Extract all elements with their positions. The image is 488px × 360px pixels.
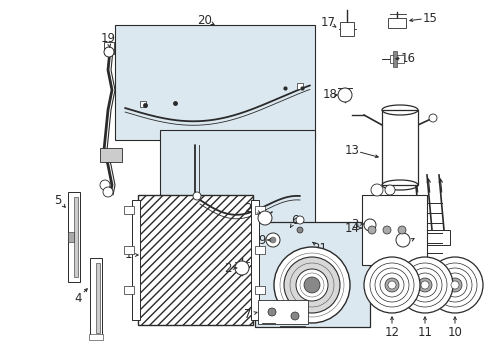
Text: 6: 6 xyxy=(291,213,298,226)
Circle shape xyxy=(100,180,110,190)
Bar xyxy=(361,195,426,265)
Circle shape xyxy=(296,227,303,233)
Text: 22: 22 xyxy=(244,202,259,215)
Text: 13: 13 xyxy=(344,144,359,157)
Circle shape xyxy=(258,211,271,225)
Circle shape xyxy=(396,257,452,313)
Circle shape xyxy=(420,281,428,289)
Bar xyxy=(124,206,134,214)
Bar xyxy=(68,192,80,282)
Text: 8: 8 xyxy=(404,235,411,248)
Text: 18: 18 xyxy=(322,89,337,102)
Bar xyxy=(339,22,353,36)
Circle shape xyxy=(193,192,201,200)
Bar xyxy=(258,300,307,324)
Circle shape xyxy=(295,216,304,224)
Circle shape xyxy=(304,277,319,293)
Bar xyxy=(124,286,134,294)
Circle shape xyxy=(269,237,275,243)
Circle shape xyxy=(273,247,349,323)
Bar xyxy=(132,200,140,320)
Text: 4: 4 xyxy=(74,292,81,305)
Circle shape xyxy=(426,257,482,313)
Bar xyxy=(254,222,369,327)
Circle shape xyxy=(428,114,436,122)
Circle shape xyxy=(397,226,405,234)
Circle shape xyxy=(267,308,275,316)
Bar xyxy=(387,18,405,28)
Text: 9: 9 xyxy=(258,234,265,247)
Circle shape xyxy=(447,278,461,292)
Circle shape xyxy=(370,184,382,196)
Text: 5: 5 xyxy=(54,194,61,207)
Text: 3: 3 xyxy=(350,217,358,230)
Circle shape xyxy=(104,47,114,57)
Bar xyxy=(74,197,78,277)
Bar xyxy=(124,246,134,254)
Circle shape xyxy=(382,226,390,234)
Circle shape xyxy=(235,261,248,275)
Circle shape xyxy=(384,278,398,292)
Circle shape xyxy=(367,226,375,234)
Bar xyxy=(96,263,100,333)
Bar xyxy=(140,101,146,107)
Text: 12: 12 xyxy=(384,325,399,338)
Bar xyxy=(254,206,264,214)
Bar xyxy=(100,148,122,162)
Bar xyxy=(389,55,403,63)
Text: 16: 16 xyxy=(400,51,415,64)
Circle shape xyxy=(290,312,298,320)
Bar xyxy=(392,51,396,67)
Text: 15: 15 xyxy=(422,12,437,24)
Bar xyxy=(89,334,103,340)
Text: 14: 14 xyxy=(344,221,359,234)
Bar xyxy=(254,286,264,294)
Bar xyxy=(115,25,314,140)
Circle shape xyxy=(395,233,409,247)
Text: 2: 2 xyxy=(224,261,231,274)
Circle shape xyxy=(384,185,394,195)
Circle shape xyxy=(363,219,375,231)
Bar xyxy=(68,232,74,242)
Text: 1: 1 xyxy=(124,248,131,261)
Text: 11: 11 xyxy=(417,325,431,338)
Bar xyxy=(254,246,264,254)
Bar xyxy=(381,110,417,185)
Circle shape xyxy=(450,281,458,289)
Circle shape xyxy=(103,187,113,197)
Bar xyxy=(409,230,449,245)
Text: 17: 17 xyxy=(320,15,335,28)
Text: 7: 7 xyxy=(244,309,251,321)
Bar xyxy=(296,83,303,89)
Circle shape xyxy=(387,281,395,289)
Circle shape xyxy=(284,257,339,313)
Text: 20: 20 xyxy=(197,13,212,27)
Circle shape xyxy=(265,233,280,247)
Circle shape xyxy=(337,88,351,102)
Bar xyxy=(160,130,314,240)
Circle shape xyxy=(295,269,327,301)
Text: 21: 21 xyxy=(312,242,327,255)
Bar xyxy=(90,258,102,338)
Circle shape xyxy=(417,278,431,292)
Bar xyxy=(250,200,259,320)
Bar xyxy=(104,42,114,54)
Text: 19: 19 xyxy=(101,31,115,45)
Bar xyxy=(138,195,252,325)
Circle shape xyxy=(363,257,419,313)
Text: 10: 10 xyxy=(447,325,462,338)
